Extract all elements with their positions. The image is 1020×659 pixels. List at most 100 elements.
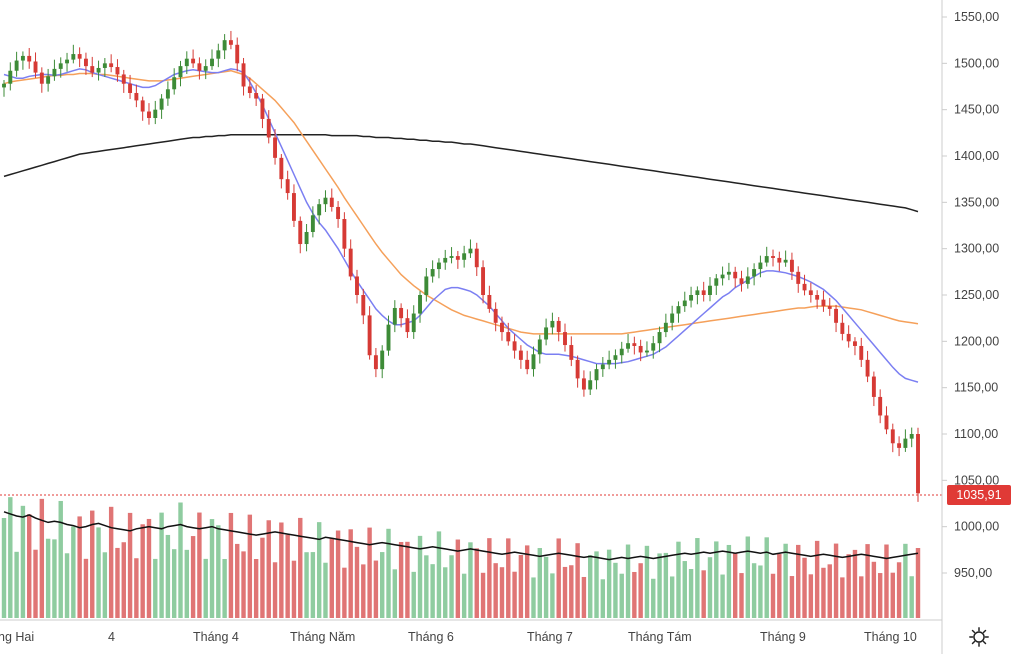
candle (361, 288, 366, 325)
candle (909, 427, 914, 448)
volume-bar (758, 565, 763, 618)
volume-bar (159, 512, 164, 618)
volume-bar (235, 543, 240, 618)
candle (644, 341, 649, 357)
volume-bar (890, 572, 895, 618)
candle (468, 239, 473, 258)
x-tick-label: Tháng Năm (290, 630, 355, 644)
candle (708, 277, 712, 302)
x-tick-label: ng Hai (0, 630, 34, 644)
candle (443, 249, 448, 270)
y-tick-label: 1100,00 (954, 427, 998, 441)
volume-bar (367, 527, 372, 618)
y-tick-label: 1500,00 (954, 56, 999, 70)
candle (254, 85, 259, 106)
time-axis[interactable]: ng Hai 4 Tháng 4 Tháng Năm Tháng 6 Tháng 7 Thá… (0, 630, 917, 644)
price-axis[interactable]: 1550,00 1500,00 1450,00 1400,00 1350,00 1300,… (942, 10, 999, 580)
candle (802, 274, 807, 296)
candle (46, 68, 51, 92)
volume-bar (499, 567, 505, 618)
volume-bar (411, 571, 416, 618)
volume-bar (657, 553, 662, 618)
candle (834, 304, 839, 333)
candle (197, 57, 202, 80)
settings-gear-icon[interactable] (964, 622, 994, 652)
candle (789, 252, 794, 280)
candle (405, 309, 410, 338)
volume-bar (550, 573, 555, 618)
candle (436, 258, 441, 279)
candle (115, 59, 120, 82)
candle (153, 100, 158, 125)
volume-bar (632, 571, 637, 618)
candle (821, 290, 826, 312)
volume-bar (222, 558, 227, 618)
x-tick-label: Tháng 10 (864, 630, 917, 644)
candle (865, 350, 870, 383)
volume-bar (127, 512, 133, 618)
volume-bar (165, 534, 171, 618)
candle (121, 69, 126, 93)
volume-bar (430, 564, 435, 618)
volume-bar (846, 554, 851, 618)
volume-bar (562, 566, 568, 618)
candle (487, 285, 492, 313)
candle (512, 334, 517, 359)
candle (241, 57, 246, 96)
volume-bar (108, 506, 114, 618)
candle (550, 312, 555, 335)
y-tick-label: 1400,00 (954, 149, 999, 163)
volume-bar (335, 530, 341, 618)
candle (228, 30, 233, 50)
candle (355, 269, 359, 304)
volume-bar (298, 517, 303, 618)
candle (266, 110, 271, 144)
volume-bar (323, 562, 328, 618)
candle (247, 77, 252, 99)
y-tick-label: 1350,00 (954, 195, 999, 209)
candle (777, 251, 782, 272)
volume-bar (537, 548, 542, 618)
candle (651, 336, 656, 359)
candle (544, 318, 549, 346)
volume-bar (575, 543, 580, 618)
candle (33, 52, 38, 78)
candle (695, 286, 700, 305)
volume-bar (171, 549, 177, 618)
volume-bar (14, 551, 19, 618)
ma-blue-line (3, 68, 919, 383)
candle (878, 389, 883, 424)
candle (222, 34, 227, 60)
candle (424, 268, 429, 302)
candle (897, 436, 902, 457)
candle (859, 337, 864, 367)
y-tick-label: 1300,00 (954, 242, 999, 256)
volume-bar (638, 563, 643, 618)
volume-bar (455, 539, 461, 618)
volume-bar (329, 537, 334, 618)
candle (348, 239, 353, 281)
x-tick-label: Tháng 6 (408, 630, 454, 644)
candle (90, 56, 95, 78)
x-tick-label: Tháng 7 (527, 630, 573, 644)
volume-bar (443, 567, 448, 618)
candle (96, 60, 101, 81)
candle (500, 316, 504, 341)
volume-bar (140, 524, 145, 618)
candle (739, 270, 744, 292)
candle (481, 260, 486, 304)
candle (455, 250, 460, 269)
volume-bar (291, 560, 297, 618)
candle (726, 262, 731, 281)
volume-bar (739, 573, 744, 618)
volume-bar (669, 576, 675, 618)
volume-bars (1, 497, 921, 618)
volume-bar (852, 549, 858, 618)
candle (764, 246, 769, 267)
candle (506, 322, 511, 346)
candle (184, 51, 189, 74)
candle (373, 347, 378, 378)
candle (771, 249, 775, 267)
